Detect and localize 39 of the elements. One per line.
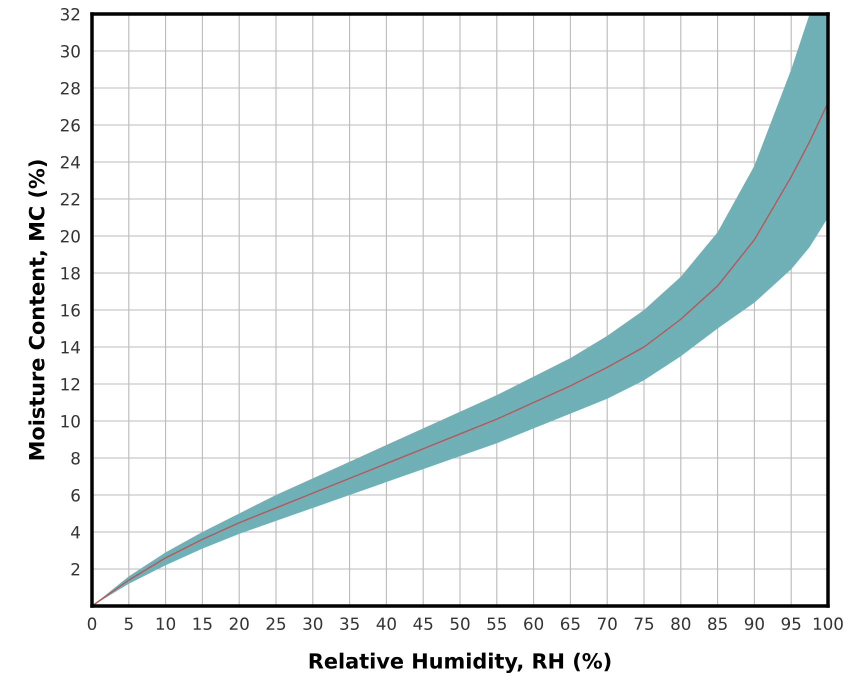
x-tick-label: 0 [88, 617, 96, 630]
x-tick-label: 90 [744, 617, 764, 630]
y-tick-label: 6 [71, 488, 80, 502]
x-tick-label: 65 [560, 617, 580, 630]
x-tick-label: 60 [524, 617, 544, 630]
y-tick-label: 8 [71, 452, 80, 465]
x-tick-label: 45 [413, 618, 432, 630]
y-tick-label: 10 [62, 414, 80, 428]
y-tick-label: 24 [60, 156, 80, 168]
y-tick-label: 28 [60, 82, 80, 95]
x-tick-label: 25 [266, 617, 286, 630]
y-tick-label: 18 [62, 266, 80, 280]
x-tick-label: 50 [450, 617, 470, 630]
y-tick-label: 16 [62, 304, 80, 317]
x-tick-label: 75 [634, 618, 654, 630]
x-tick-label: 70 [598, 617, 617, 630]
x-tick-label: 95 [782, 617, 800, 630]
x-tick-label: 100 [814, 617, 843, 630]
y-tick-label: 12 [62, 378, 80, 390]
y-tick-label: 32 [60, 8, 80, 21]
y-tick-label: 2 [72, 562, 80, 576]
x-tick-label: 10 [156, 617, 176, 630]
x-tick-label: 35 [340, 617, 359, 630]
x-tick-label: 85 [708, 617, 727, 630]
y-tick-label: 14 [62, 341, 80, 354]
x-tick-label: 55 [487, 618, 506, 630]
x-tick-label: 30 [303, 617, 322, 630]
x-axis-title: Relative Humidity, RH (%) [310, 652, 610, 674]
y-axis-title: Moisture Content, MC (%) [28, 160, 48, 460]
y-tick-label: 26 [60, 118, 80, 132]
x-tick-label: 15 [194, 618, 212, 630]
x-tick-label: 20 [230, 617, 249, 630]
y-tick-label: 20 [60, 230, 80, 243]
y-tick-label: 30 [60, 44, 80, 58]
x-tick-label: 80 [671, 617, 690, 630]
y-tick-label: 22 [60, 192, 80, 206]
x-tick-label: 5 [124, 618, 133, 630]
y-tick-label: 4 [71, 526, 80, 538]
x-tick-label: 40 [376, 617, 396, 630]
